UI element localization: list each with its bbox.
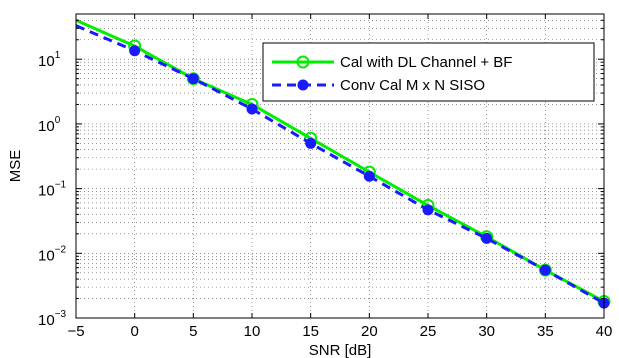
y-axis-label: MSE bbox=[7, 150, 24, 183]
series-2-point bbox=[129, 45, 141, 57]
series-2-line bbox=[75, 24, 605, 305]
legend-box bbox=[262, 42, 595, 102]
x-tick-label: 30 bbox=[478, 323, 495, 340]
series-2-point bbox=[481, 232, 493, 244]
series-2-point bbox=[539, 264, 551, 276]
y-tick-label: 10−2 bbox=[38, 244, 67, 264]
y-tick-label: 10−3 bbox=[38, 309, 67, 329]
x-axis-label: SNR [dB] bbox=[309, 342, 372, 358]
x-tick-label: 40 bbox=[596, 323, 613, 340]
grid-lines bbox=[76, 14, 604, 318]
x-tick-label: 0 bbox=[130, 323, 138, 340]
y-tick-label: 101 bbox=[38, 50, 61, 70]
x-tick-labels: −5 0 5 10 15 20 25 30 35 40 bbox=[67, 323, 612, 340]
legend-marker-series-1 bbox=[296, 55, 310, 69]
legend-marker-series-2 bbox=[297, 79, 309, 91]
series-2-point bbox=[187, 73, 199, 85]
series-2-point bbox=[246, 103, 258, 115]
x-tick-label: 35 bbox=[537, 323, 554, 340]
legend-label-series-1: Cal with DL Channel + BF bbox=[340, 54, 512, 71]
x-tick-label: −5 bbox=[67, 323, 84, 340]
y-tick-labels: 10−3 10−2 10−1 100 101 bbox=[38, 50, 67, 329]
y-tick-label: 10−1 bbox=[38, 180, 67, 200]
series-2-point bbox=[305, 137, 317, 149]
x-tick-label: 15 bbox=[302, 323, 319, 340]
x-tick-label: 20 bbox=[361, 323, 378, 340]
x-tick-label: 25 bbox=[420, 323, 437, 340]
legend: Cal with DL Channel + BF Conv Cal M x N … bbox=[262, 42, 595, 102]
series-2-point bbox=[363, 170, 375, 182]
x-tick-label: 10 bbox=[244, 323, 261, 340]
legend-label-series-2: Conv Cal M x N SISO bbox=[340, 77, 485, 94]
series-2-point bbox=[422, 204, 434, 216]
y-tick-label: 100 bbox=[38, 115, 61, 135]
axis-ticks bbox=[75, 13, 605, 319]
x-tick-label: 5 bbox=[189, 323, 197, 340]
series-2 bbox=[75, 24, 610, 309]
plot-frame bbox=[75, 13, 605, 319]
